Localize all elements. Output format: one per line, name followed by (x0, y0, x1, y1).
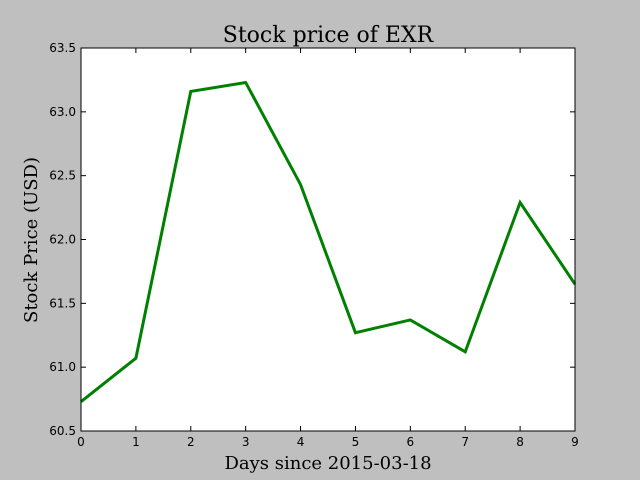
x-axis-ticks: 0 1 2 3 4 5 6 7 8 9 (77, 48, 579, 449)
x-tick-label: 4 (297, 435, 305, 449)
y-tick-label: 62.0 (49, 233, 76, 247)
x-tick-label: 5 (352, 435, 360, 449)
y-tick-label: 63.5 (49, 41, 76, 55)
x-tick-label: 9 (571, 435, 579, 449)
x-tick-label: 7 (461, 435, 469, 449)
y-tick-label: 62.5 (49, 169, 76, 183)
x-tick-label: 8 (516, 435, 524, 449)
series-line (80, 80, 577, 403)
x-tick-label: 0 (77, 435, 85, 449)
y-tick-label: 60.5 (49, 424, 76, 438)
chart-title: Stock price of EXR (223, 23, 435, 48)
y-tick-label: 63.0 (49, 105, 76, 119)
y-tick-label: 61.5 (49, 296, 76, 310)
y-tick-label: 61.0 (49, 360, 76, 374)
plot-area (81, 48, 575, 431)
x-axis-label: Days since 2015-03-18 (224, 453, 431, 474)
x-tick-label: 1 (132, 435, 140, 449)
x-tick-label: 3 (242, 435, 250, 449)
y-axis-ticks: 60.5 61.0 61.5 62.0 62.5 63.0 63.5 (49, 41, 575, 438)
plot-frame (80, 47, 576, 432)
x-tick-label: 6 (407, 435, 415, 449)
x-tick-label: 2 (187, 435, 195, 449)
y-axis-label: Stock Price (USD) (21, 157, 42, 323)
series-layer (80, 80, 577, 403)
